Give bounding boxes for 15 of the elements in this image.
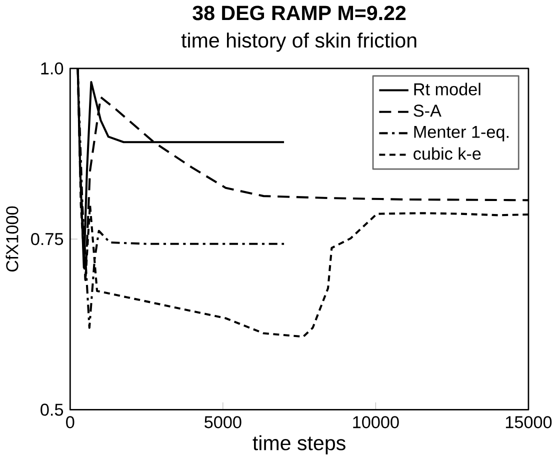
y-tick-label: 1.0 bbox=[41, 62, 64, 74]
chart-title: 38 DEG RAMP M=9.22 bbox=[192, 6, 406, 20]
x-tick-label: 0 bbox=[66, 416, 74, 428]
x-tick-label: 5000 bbox=[204, 416, 242, 428]
x-axis-title: time steps bbox=[252, 435, 346, 454]
y-tick-label: 0.75 bbox=[31, 232, 64, 246]
x-tick-label: 10000 bbox=[353, 416, 399, 428]
x-tick-label: 15000 bbox=[506, 416, 552, 428]
legend-label: Menter 1-eq. bbox=[414, 126, 508, 142]
y-axis-title: CfX1000 bbox=[6, 206, 18, 272]
legend-label: S-A bbox=[414, 104, 442, 117]
legend-label: cubic k-e bbox=[414, 147, 481, 160]
y-tick-label: 0.5 bbox=[40, 404, 64, 416]
chart-subtitle: time history of skin friction bbox=[181, 32, 416, 52]
legend-label: Rt model bbox=[414, 82, 480, 96]
